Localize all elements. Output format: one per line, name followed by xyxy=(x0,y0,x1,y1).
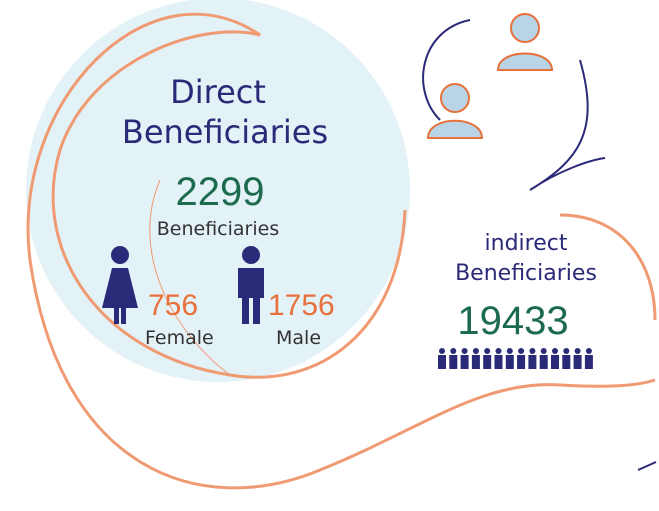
crowd-body xyxy=(506,355,514,369)
indirect-title: Beneficiaries xyxy=(455,261,597,286)
crowd-head xyxy=(575,348,581,354)
direct-total-label: Beneficiaries xyxy=(157,218,279,240)
crowd-body xyxy=(449,355,457,369)
crowd-head xyxy=(439,348,445,354)
crowd-body xyxy=(574,355,582,369)
female-label: Female xyxy=(145,327,214,349)
crowd-body xyxy=(438,355,446,369)
crowd-head xyxy=(552,348,558,354)
crowd-head xyxy=(473,348,479,354)
crowd-body xyxy=(517,355,525,369)
crowd-icon xyxy=(438,348,593,369)
crowd-head xyxy=(518,348,524,354)
crowd-head xyxy=(507,348,513,354)
crowd-head xyxy=(484,348,490,354)
crowd-head xyxy=(450,348,456,354)
crowd-head xyxy=(541,348,547,354)
direct-total: 2299 xyxy=(176,170,265,214)
crowd-body xyxy=(540,355,548,369)
crowd-body xyxy=(528,355,536,369)
crowd-body xyxy=(562,355,570,369)
crowd-head xyxy=(529,348,535,354)
crowd-body xyxy=(472,355,480,369)
crowd-body xyxy=(585,355,593,369)
indirect-title: indirect xyxy=(485,231,568,256)
crowd-head xyxy=(496,348,502,354)
crowd-body xyxy=(551,355,559,369)
indirect-total: 19433 xyxy=(457,299,568,343)
male-count: 1756 xyxy=(268,289,335,322)
male-label: Male xyxy=(276,327,321,349)
crowd-body xyxy=(495,355,503,369)
tail-stroke xyxy=(638,462,656,470)
crowd-head xyxy=(563,348,569,354)
crowd-head xyxy=(462,348,468,354)
direct-title: Direct xyxy=(170,73,266,111)
infographic: Direct Beneficiaries 2299 Beneficiaries … xyxy=(0,0,659,511)
direct-title: Beneficiaries xyxy=(122,113,328,151)
people-speech-icon xyxy=(423,14,605,190)
crowd-body xyxy=(461,355,469,369)
female-count: 756 xyxy=(148,289,198,322)
crowd-body xyxy=(483,355,491,369)
crowd-head xyxy=(586,348,592,354)
